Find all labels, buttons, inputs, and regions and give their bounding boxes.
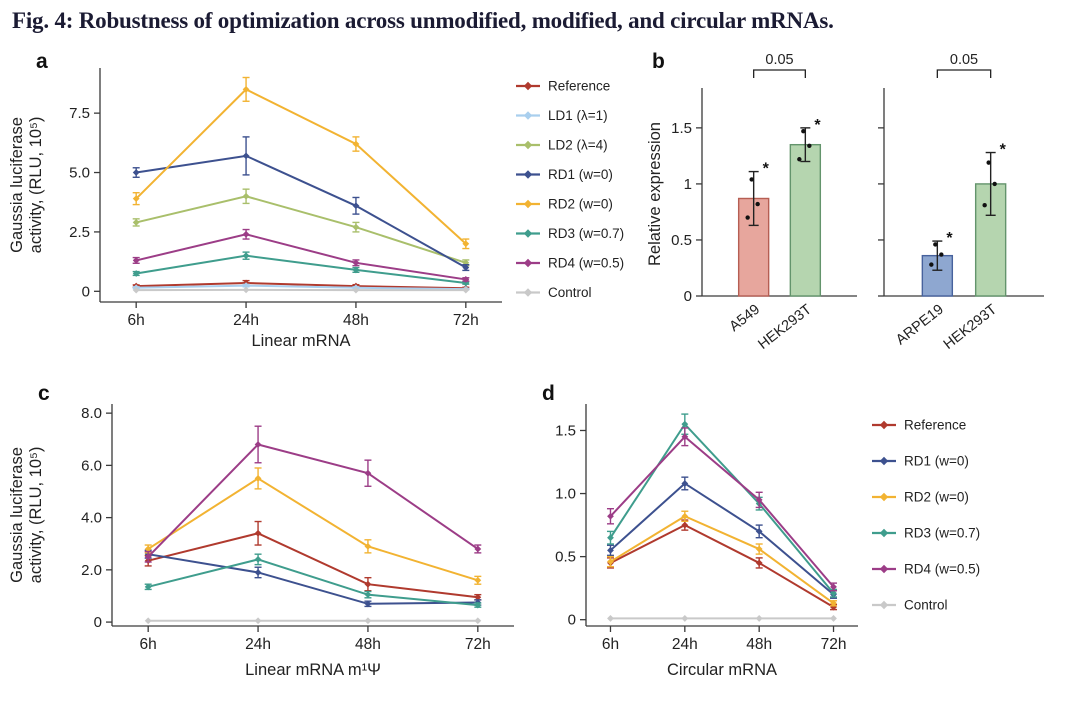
svg-text:Control: Control bbox=[548, 285, 592, 300]
figure-title: Fig. 4: Robustness of optimization acros… bbox=[12, 8, 834, 33]
svg-text:RD3 (w=0.7): RD3 (w=0.7) bbox=[548, 226, 624, 241]
svg-text:6.0: 6.0 bbox=[81, 457, 102, 474]
svg-text:LD2 (λ=4): LD2 (λ=4) bbox=[548, 138, 608, 153]
svg-text:RD2 (w=0): RD2 (w=0) bbox=[548, 197, 613, 212]
svg-text:activity, (RLU, 10⁵): activity, (RLU, 10⁵) bbox=[27, 447, 45, 584]
svg-text:2.5: 2.5 bbox=[69, 224, 90, 241]
svg-text:*: * bbox=[1000, 142, 1007, 159]
panel-b: b Relative expression 0 0.5 1 1.5 * A549 * HEK29… bbox=[644, 44, 1080, 376]
svg-text:*: * bbox=[814, 117, 821, 134]
svg-text:6h: 6h bbox=[602, 636, 619, 653]
svg-text:Circular mRNA: Circular mRNA bbox=[667, 661, 777, 679]
panel-b-chart: Relative expression 0 0.5 1 1.5 * A549 * HEK293T… bbox=[646, 52, 1044, 353]
svg-text:Relative expression: Relative expression bbox=[646, 122, 664, 266]
svg-text:HEK293T: HEK293T bbox=[755, 301, 815, 352]
svg-text:72h: 72h bbox=[465, 636, 491, 653]
svg-text:24h: 24h bbox=[233, 312, 259, 329]
svg-text:LD1 (λ=1): LD1 (λ=1) bbox=[548, 108, 608, 123]
svg-text:RD1 (w=0): RD1 (w=0) bbox=[904, 454, 969, 469]
svg-text:RD4 (w=0.5): RD4 (w=0.5) bbox=[548, 256, 624, 271]
svg-text:1.0: 1.0 bbox=[555, 486, 576, 503]
panel-a-label: a bbox=[36, 50, 48, 73]
svg-text:2.0: 2.0 bbox=[81, 562, 102, 579]
svg-text:*: * bbox=[946, 230, 953, 247]
svg-text:Gaussia luciferase: Gaussia luciferase bbox=[8, 117, 26, 253]
panel-b-label: b bbox=[652, 50, 665, 73]
panel-a-chart: 0 2.5 5.0 7.5 6h 24h 48h 72h Linear mRNA Gaussia … bbox=[8, 68, 624, 350]
svg-text:RD1 (w=0): RD1 (w=0) bbox=[548, 167, 613, 182]
svg-text:0: 0 bbox=[684, 288, 692, 305]
svg-text:RD3 (w=0.7): RD3 (w=0.7) bbox=[904, 526, 980, 541]
svg-text:Reference: Reference bbox=[904, 418, 966, 433]
svg-text:5.0: 5.0 bbox=[69, 165, 90, 182]
svg-text:48h: 48h bbox=[746, 636, 772, 653]
panel-c-label: c bbox=[38, 382, 50, 405]
svg-text:RD4 (w=0.5): RD4 (w=0.5) bbox=[904, 562, 980, 577]
svg-text:HEK293T: HEK293T bbox=[941, 301, 1001, 352]
panel-c-chart: 0 2.0 4.0 6.0 8.0 6h 24h 48h 72h Linear mRNA m¹Ψ G… bbox=[8, 404, 514, 679]
svg-text:Reference: Reference bbox=[548, 79, 610, 94]
svg-text:24h: 24h bbox=[245, 636, 271, 653]
svg-text:Gaussia luciferase: Gaussia luciferase bbox=[8, 447, 26, 583]
svg-text:activity, (RLU, 10⁵): activity, (RLU, 10⁵) bbox=[27, 117, 45, 254]
svg-text:0: 0 bbox=[568, 612, 576, 629]
svg-text:0.5: 0.5 bbox=[555, 549, 576, 566]
svg-text:1.5: 1.5 bbox=[555, 422, 576, 439]
svg-text:A549: A549 bbox=[727, 302, 764, 335]
svg-text:72h: 72h bbox=[453, 312, 479, 329]
svg-text:Linear mRNA m¹Ψ: Linear mRNA m¹Ψ bbox=[245, 661, 381, 679]
svg-text:72h: 72h bbox=[821, 636, 847, 653]
svg-text:*: * bbox=[763, 161, 770, 178]
panel-d: d 0 0.5 1.0 1.5 6h 24h 48h 72h Circular mRNA Refe… bbox=[528, 380, 1080, 695]
svg-text:Control: Control bbox=[904, 598, 948, 613]
svg-text:7.5: 7.5 bbox=[69, 105, 90, 122]
svg-text:RD2 (w=0): RD2 (w=0) bbox=[904, 490, 969, 505]
svg-text:6h: 6h bbox=[128, 312, 145, 329]
svg-text:24h: 24h bbox=[672, 636, 698, 653]
svg-text:4.0: 4.0 bbox=[81, 510, 102, 527]
panel-a: a 0 2.5 5.0 7.5 6h 24h 48h 72h Linear mRNA Gaussi… bbox=[6, 46, 662, 366]
svg-text:48h: 48h bbox=[355, 636, 381, 653]
svg-text:6h: 6h bbox=[140, 636, 157, 653]
svg-text:0.5: 0.5 bbox=[671, 232, 692, 249]
panel-d-label: d bbox=[542, 382, 555, 405]
svg-text:0.05: 0.05 bbox=[765, 52, 793, 68]
svg-text:0: 0 bbox=[94, 614, 102, 631]
svg-text:ARPE19: ARPE19 bbox=[893, 302, 947, 349]
svg-text:8.0: 8.0 bbox=[81, 405, 102, 422]
svg-text:0.05: 0.05 bbox=[950, 52, 978, 68]
panel-c: c 0 2.0 4.0 6.0 8.0 6h 24h 48h 72h Linear mRNA m¹… bbox=[6, 380, 530, 695]
panel-d-chart: 0 0.5 1.0 1.5 6h 24h 48h 72h Circular mRNA Refere… bbox=[555, 404, 980, 679]
svg-text:1.5: 1.5 bbox=[671, 120, 692, 137]
svg-text:48h: 48h bbox=[343, 312, 369, 329]
svg-text:0: 0 bbox=[82, 283, 90, 300]
svg-text:Linear mRNA: Linear mRNA bbox=[251, 332, 350, 350]
svg-text:1: 1 bbox=[684, 176, 692, 193]
